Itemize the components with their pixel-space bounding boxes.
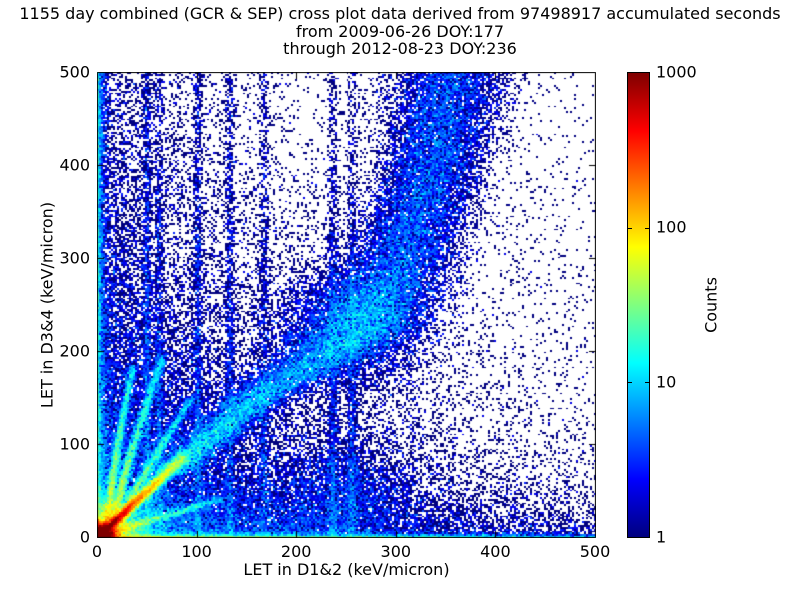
colorbar-tick-label: 10: [656, 372, 677, 392]
chart-title-line-1: 1155 day combined (GCR & SEP) cross plot…: [19, 4, 781, 23]
y-tick-label: 500: [59, 62, 90, 82]
y-tick-label: 200: [59, 341, 90, 361]
x-tick-label: 500: [579, 542, 611, 561]
x-tick-label: 200: [280, 542, 312, 561]
x-tick-label: 100: [181, 542, 212, 561]
colorbar-tickmark: [628, 227, 632, 229]
y-tick-label: 400: [59, 155, 90, 175]
colorbar-axis-label: Counts: [701, 277, 721, 333]
colorbar-tickmark: [645, 227, 649, 229]
x-tick-label: 300: [380, 542, 412, 561]
x-axis-label: LET in D1&2 (keV/micron): [243, 560, 450, 579]
colorbar: [627, 72, 650, 538]
colorbar-tick-label: 100: [656, 217, 687, 237]
y-tick-label: 300: [59, 248, 90, 268]
chart-title: 1155 day combined (GCR & SEP) cross plot…: [0, 5, 800, 58]
colorbar-tick-label: 1000: [656, 62, 697, 82]
colorbar-tick-label: 1: [656, 527, 667, 547]
y-axis-label: LET in D3&4 (keV/micron): [37, 201, 57, 409]
y-tick-label: 0: [79, 527, 90, 547]
x-tick-label: 400: [480, 542, 511, 561]
chart-title-line-2: from 2009-06-26 DOY:177: [295, 21, 504, 41]
y-tick-label: 100: [59, 434, 90, 454]
colorbar-tickmark: [628, 382, 632, 384]
x-tick-label: 0: [91, 542, 103, 561]
colorbar-tickmark: [645, 382, 649, 384]
heatmap-plot-canvas: [97, 72, 596, 538]
colorbar-gradient: [628, 73, 649, 537]
chart-title-line-3: through 2012-08-23 DOY:236: [283, 39, 517, 58]
